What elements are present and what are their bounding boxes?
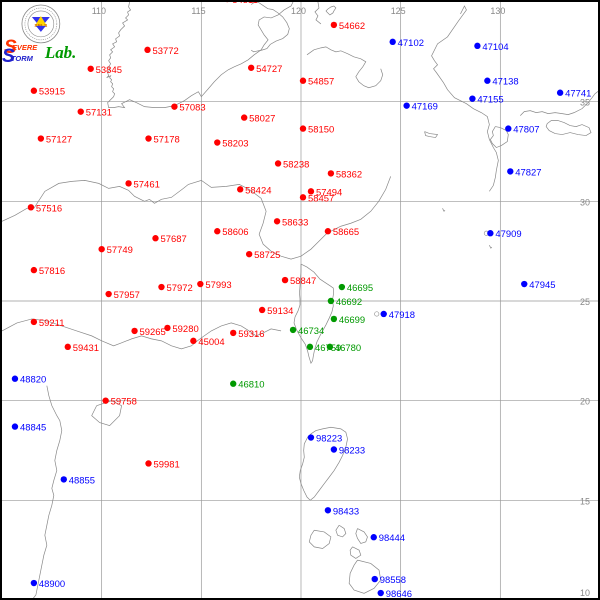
svg-text:98223: 98223 [316,434,342,445]
svg-text:58238: 58238 [283,159,309,170]
svg-text:10: 10 [580,588,590,598]
svg-text:15: 15 [580,496,590,506]
svg-text:54857: 54857 [308,77,334,88]
svg-text:48820: 48820 [20,375,46,386]
svg-text:48900: 48900 [39,579,65,590]
svg-text:47104: 47104 [482,42,508,53]
svg-text:58606: 58606 [222,227,248,238]
svg-text:30: 30 [580,197,590,207]
svg-text:53845: 53845 [96,65,122,76]
svg-text:46810: 46810 [238,380,264,391]
svg-text:59280: 59280 [172,324,198,335]
svg-text:45004: 45004 [198,337,224,348]
svg-text:59431: 59431 [73,343,99,354]
svg-text:58203: 58203 [222,139,248,150]
svg-text:57516: 57516 [36,203,62,214]
svg-text:59316: 59316 [238,329,264,340]
svg-text:20: 20 [580,397,590,407]
svg-text:57131: 57131 [86,108,112,119]
svg-text:57957: 57957 [114,290,140,301]
svg-text:57494: 57494 [316,187,342,198]
svg-text:53772: 53772 [152,46,178,57]
svg-text:58633: 58633 [282,217,308,228]
svg-text:46780: 46780 [335,343,361,354]
svg-text:59758: 59758 [111,397,137,408]
svg-text:57083: 57083 [179,103,205,114]
svg-text:57687: 57687 [160,234,186,245]
svg-text:57993: 57993 [205,280,231,291]
svg-text:59981: 59981 [153,459,179,470]
svg-text:47918: 47918 [389,310,415,321]
svg-text:98558: 98558 [380,575,406,586]
svg-text:59211: 59211 [39,318,65,329]
svg-text:120: 120 [291,6,306,16]
svg-text:110: 110 [92,6,106,16]
svg-text:58150: 58150 [308,125,334,136]
svg-text:98646: 98646 [386,589,412,598]
svg-text:59134: 59134 [267,306,293,317]
svg-text:47827: 47827 [515,167,541,178]
svg-text:57461: 57461 [134,179,160,190]
svg-text:57127: 57127 [46,135,72,146]
svg-text:46692: 46692 [336,297,362,308]
svg-text:47138: 47138 [492,77,518,88]
svg-text:58665: 58665 [333,227,359,238]
svg-text:47102: 47102 [398,38,424,49]
svg-text:46734: 46734 [298,326,324,337]
svg-text:46695: 46695 [347,283,373,294]
svg-text:57972: 57972 [166,283,192,294]
svg-text:47155: 47155 [477,95,503,106]
svg-text:47909: 47909 [495,229,521,240]
svg-text:EVERE: EVERE [12,43,38,52]
svg-text:53915: 53915 [39,87,65,98]
svg-text:54727: 54727 [256,64,282,75]
svg-text:58362: 58362 [336,169,362,180]
svg-text:115: 115 [191,6,205,16]
svg-text:TORM: TORM [11,54,34,63]
svg-text:130: 130 [490,6,505,16]
svg-text:Lab.: Lab. [44,43,77,62]
svg-text:25: 25 [580,297,590,307]
svg-text:57178: 57178 [153,135,179,146]
svg-text:47741: 47741 [565,89,591,100]
svg-text:125: 125 [391,6,406,16]
svg-text:48845: 48845 [20,423,46,434]
svg-text:47169: 47169 [412,102,438,113]
svg-text:47807: 47807 [513,125,539,136]
svg-text:58847: 58847 [290,276,316,287]
svg-text:47945: 47945 [529,280,555,291]
svg-text:58725: 58725 [254,250,280,261]
svg-text:48855: 48855 [69,475,95,486]
svg-text:58424: 58424 [245,185,271,196]
svg-text:59265: 59265 [140,327,166,338]
svg-text:58027: 58027 [249,114,275,125]
svg-text:46699: 46699 [339,315,365,326]
svg-text:54662: 54662 [339,21,365,32]
svg-text:98444: 98444 [379,533,405,544]
svg-text:98233: 98233 [339,445,365,456]
svg-text:54511: 54511 [232,2,258,6]
svg-text:57749: 57749 [107,245,133,256]
svg-text:98433: 98433 [333,506,359,517]
svg-text:57816: 57816 [39,266,65,277]
